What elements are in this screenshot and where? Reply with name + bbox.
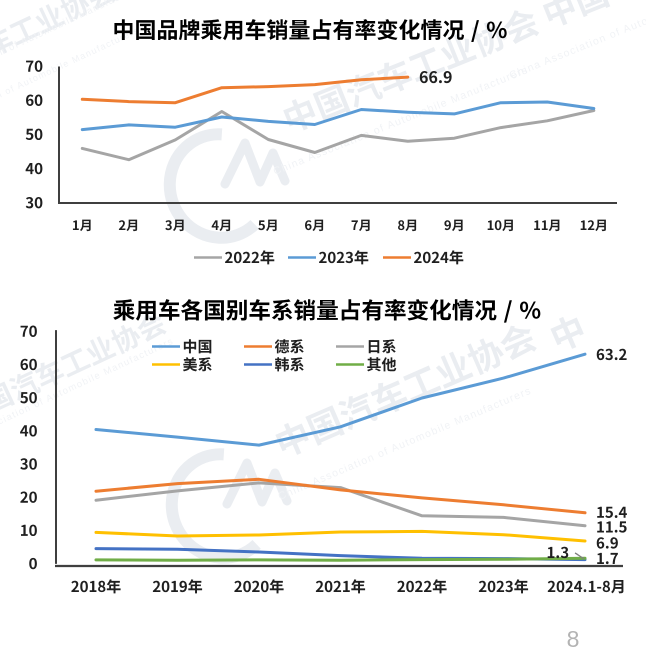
svg-text:8: 8 (567, 626, 580, 652)
